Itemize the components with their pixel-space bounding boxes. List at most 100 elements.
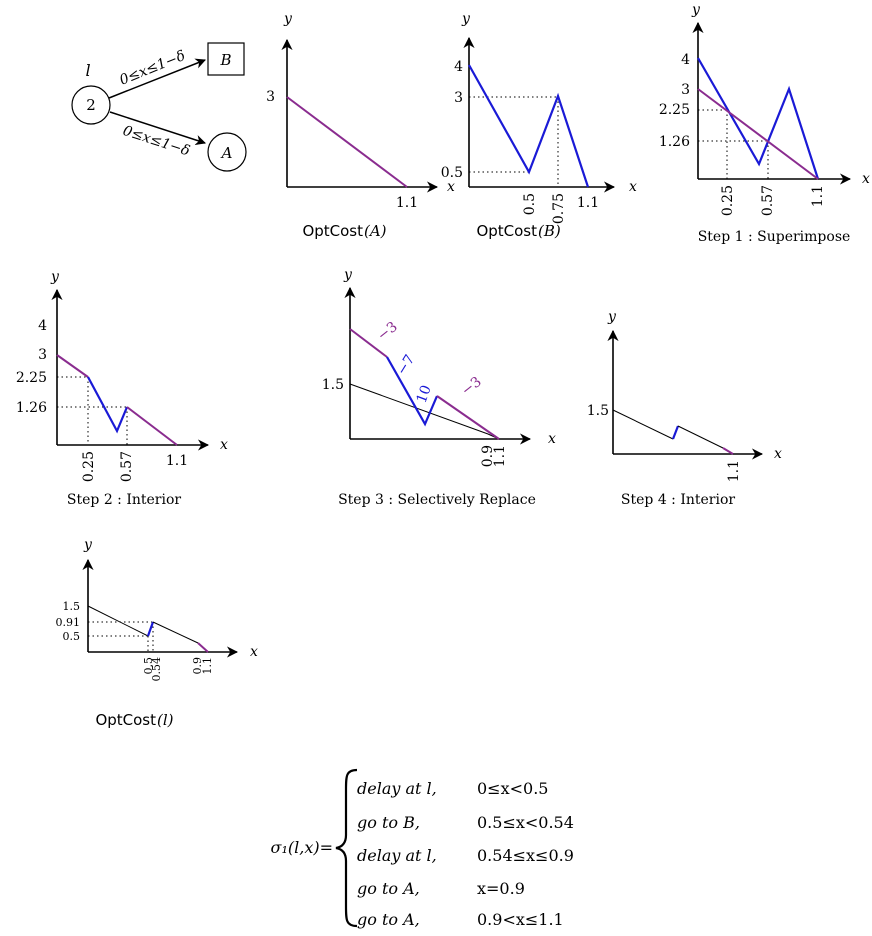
cost-segment <box>349 328 388 358</box>
node-a-label: A <box>220 144 233 162</box>
y-axis-label: y <box>283 11 293 27</box>
panel-optcost-a: y x 3 1.1 OptCost (A) <box>266 11 455 240</box>
cost-segment <box>197 642 209 653</box>
caption-fn: OptCost <box>476 222 537 240</box>
cost-segment <box>146 621 155 637</box>
y-tick: 4 <box>454 59 463 75</box>
x-tick: 1.1 <box>726 460 742 482</box>
x-tick: 1.1 <box>201 657 214 675</box>
y-axis-label: y <box>343 267 353 283</box>
edge-a-label: 0≤x≤1−δ <box>121 123 192 160</box>
panel-optcost-l: y x 1.5 0.91 0.5 0.5 0.54 0.9 1.1 OptCos… <box>56 537 259 729</box>
cost-segment <box>87 605 149 637</box>
case-condition: 0.9<x≤1.1 <box>477 910 564 929</box>
x-tick: 0.9 <box>191 657 204 675</box>
y-axis-label: y <box>691 2 701 18</box>
case-condition: x=0.9 <box>477 879 525 898</box>
node-l-label: l <box>85 61 90 80</box>
case-action: go to A, <box>357 910 420 929</box>
cost-segment <box>436 395 500 440</box>
y-tick: 1.5 <box>587 403 609 419</box>
cost-segment <box>677 425 724 449</box>
strategy-lhs: σ₁(l,x)= <box>271 838 333 857</box>
slope-label: 10 <box>414 383 435 405</box>
y-axis-label: y <box>607 309 617 325</box>
x-tick: 0.54 <box>150 657 163 682</box>
y-axis-label: y <box>50 269 60 285</box>
y-tick: 3 <box>38 347 47 363</box>
left-brace <box>335 768 358 928</box>
y-tick: 3 <box>266 89 275 105</box>
y-axis-label: y <box>83 537 93 553</box>
edge-l-to-b <box>108 58 206 99</box>
y-tick: 0.5 <box>441 165 463 181</box>
y-tick: 4 <box>681 52 690 68</box>
y-tick: 2.25 <box>659 102 690 118</box>
cost-segment <box>722 447 734 455</box>
cost-line-b <box>697 57 820 180</box>
y-tick: 1.26 <box>16 400 47 416</box>
caption-arg: (A) <box>364 222 387 240</box>
node-b-label: B <box>219 51 231 69</box>
panel-step2: y x 4 3 2.25 1.26 0.25 0.57 1.1 Step 2 :… <box>16 269 228 508</box>
strategy-definition: σ₁(l,x)= delay at l, 0≤x<0.5 go to B, 0.… <box>271 768 574 929</box>
panel-optcost-b: y x 4 3 0.5 0.5 0.75 1.1 OptCost (B) <box>441 11 637 240</box>
x-tick: 0.5 <box>522 193 538 215</box>
slope-label: −3 <box>375 319 401 344</box>
edge-b-label: 0≤x≤1−δ <box>117 48 187 89</box>
x-tick: 0.9 <box>480 445 496 467</box>
cost-segment <box>152 621 199 644</box>
y-tick: 3 <box>454 90 463 106</box>
panel-step4: y x 1.5 1.1 Step 4 : Interior <box>587 309 782 508</box>
cost-segment <box>56 354 89 378</box>
case-action: delay at l, <box>357 846 437 865</box>
caption-arg: (B) <box>538 222 561 240</box>
x-tick: 0.5 <box>142 657 155 675</box>
caption: Step 1 : Superimpose <box>698 229 851 245</box>
y-axis-label: y <box>461 11 471 27</box>
x-tick: 0.25 <box>720 185 736 216</box>
x-axis-label: x <box>220 437 228 453</box>
x-tick: 0.57 <box>760 185 776 216</box>
cost-segment <box>126 406 178 446</box>
caption: Step 4 : Interior <box>621 492 735 508</box>
node-b <box>207 42 245 76</box>
case-condition: 0≤x<0.5 <box>477 779 548 798</box>
x-tick: 0.25 <box>81 451 97 482</box>
x-tick: 0.75 <box>551 193 567 224</box>
x-tick: 1.1 <box>396 195 418 211</box>
cost-line-b <box>468 64 590 188</box>
y-tick: 0.91 <box>56 616 81 629</box>
cost-segment <box>671 425 680 440</box>
slope-label: −3 <box>459 374 485 399</box>
case-action: go to B, <box>357 813 420 832</box>
caption: Step 2 : Interior <box>67 492 181 508</box>
x-tick: 1.1 <box>492 445 508 467</box>
y-tick: 0.5 <box>63 630 81 643</box>
game-graph: 2 l B A 0≤x≤1−δ 0≤x≤1−δ <box>71 42 247 172</box>
y-tick: 2.25 <box>16 370 47 386</box>
caption-fn: OptCost <box>302 222 363 240</box>
cost-line-a <box>697 88 819 180</box>
x-tick: 1.1 <box>166 453 188 469</box>
cost-segment <box>386 356 439 427</box>
x-axis-label: x <box>774 446 782 462</box>
x-axis-label: x <box>250 644 258 660</box>
case-action: go to A, <box>357 879 420 898</box>
caption-arg: (l) <box>157 711 174 729</box>
cost-segment <box>87 376 129 434</box>
x-tick: 1.1 <box>577 195 599 211</box>
node-l <box>71 85 111 125</box>
caption-fn: OptCost <box>95 711 156 729</box>
x-axis-label: x <box>862 171 870 187</box>
node-a <box>207 132 247 172</box>
y-tick: 1.5 <box>322 377 344 393</box>
panel-step3: y x −3 −7 10 −3 1.5 0.9 1.1 Step 3 : Sel… <box>322 267 556 508</box>
edge-l-to-a <box>109 111 206 146</box>
case-condition: 0.54≤x≤0.9 <box>477 846 574 865</box>
x-axis-label: x <box>548 431 556 447</box>
x-tick: 1.1 <box>810 185 826 207</box>
y-tick: 4 <box>38 318 47 334</box>
cost-segment <box>612 409 674 440</box>
